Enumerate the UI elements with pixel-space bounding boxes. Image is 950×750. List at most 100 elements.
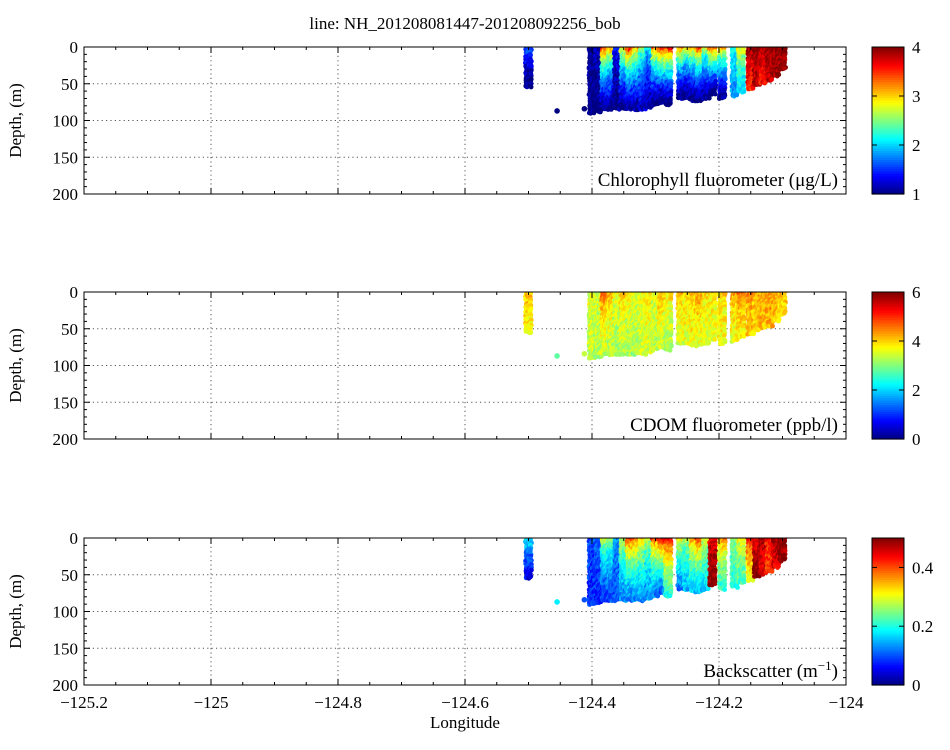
colorbar-segment <box>872 83 904 87</box>
colorbar-segment <box>872 86 904 89</box>
colorbar-tick-label: 1 <box>912 185 921 204</box>
panels: 0 50 100 150 200 Depth, (m) Chlorophyll fluoro… <box>6 38 934 732</box>
colorbar-segment <box>872 109 904 112</box>
data-point <box>528 84 534 90</box>
colorbar-segment <box>872 106 904 110</box>
colorbar-segment <box>872 97 904 101</box>
data-point <box>668 343 674 349</box>
data-point <box>741 89 747 94</box>
colorbar-tick-label: 3 <box>912 87 921 106</box>
colorbar-segment <box>872 53 904 57</box>
colorbar-segment <box>872 67 904 71</box>
colorbar-segment <box>872 143 904 147</box>
colorbar-segment <box>872 148 904 151</box>
colorbar-segment <box>872 74 904 78</box>
colorbar-segment <box>872 65 904 69</box>
data-point <box>667 347 673 353</box>
colorbar-segment <box>872 115 904 119</box>
y-tick-label: 150 <box>53 148 79 167</box>
colorbar-segment <box>872 47 904 50</box>
colorbar-segment <box>872 157 904 161</box>
data-point <box>769 77 774 82</box>
colorbar-segment <box>872 63 904 66</box>
data-point <box>528 330 534 335</box>
data-points <box>523 47 788 116</box>
colorbar-segment <box>872 72 904 76</box>
data-point <box>581 350 588 357</box>
y-axis-label: Depth, (m) <box>6 83 25 158</box>
colorbar-frame <box>871 46 905 195</box>
colorbar-segment <box>872 129 904 133</box>
colorbar-segment <box>872 90 904 94</box>
data-point <box>722 81 728 87</box>
colorbar-segment <box>872 171 904 174</box>
colorbar-segment <box>872 152 904 156</box>
data-point <box>581 105 588 112</box>
colorbar-segment <box>872 49 904 53</box>
colorbar-segment <box>872 166 904 170</box>
y-tick-label: 50 <box>61 75 78 94</box>
panel-label: Chlorophyll fluorometer (μg/L) <box>598 170 838 191</box>
colorbar-segment <box>872 76 904 80</box>
colorbar-segment <box>872 164 904 168</box>
colorbar-segment <box>872 113 904 117</box>
colorbar-segment <box>872 120 904 124</box>
data-point <box>528 81 534 86</box>
colorbar-segment <box>872 177 904 181</box>
data-point <box>776 72 782 78</box>
colorbar-segment <box>872 141 904 145</box>
colorbar-segment <box>872 88 904 92</box>
colorbar-segment <box>872 173 904 177</box>
data-point <box>734 92 740 98</box>
colorbar-segment <box>872 127 904 131</box>
data-point <box>713 78 718 84</box>
colorbar-segment <box>872 58 904 62</box>
colorbar-segment <box>872 136 904 140</box>
data-point <box>721 94 727 100</box>
colorbar-segment <box>872 131 904 135</box>
figure-title: line: NH_201208081447-201208092256_bob <box>309 14 620 33</box>
data-point <box>667 101 673 106</box>
colorbar-segment <box>872 122 904 126</box>
colorbar-segment <box>872 99 904 103</box>
colorbar-segment <box>872 159 904 163</box>
colorbar-segment <box>872 182 904 186</box>
data-point <box>554 108 560 114</box>
data-point <box>741 74 747 80</box>
colorbar-segment <box>872 118 904 122</box>
colorbar-segment <box>872 81 904 85</box>
colorbar-segment <box>872 79 904 83</box>
colorbar-segment <box>872 60 904 64</box>
colorbar-segment <box>872 69 904 73</box>
y-tick-label: 100 <box>53 112 79 131</box>
colorbar-segment <box>872 104 904 108</box>
data-point <box>741 83 746 89</box>
data-points <box>523 292 788 361</box>
colorbar-segment <box>872 189 904 193</box>
colorbar-segment <box>872 168 904 172</box>
colorbar-segment <box>872 56 904 60</box>
y-tick-label: 0 <box>70 38 79 57</box>
colorbar-segment <box>872 154 904 158</box>
colorbar-segment <box>872 92 904 96</box>
colorbar-segment <box>872 145 904 149</box>
colorbar-segment <box>872 180 904 184</box>
colorbar-segment <box>872 51 904 55</box>
colorbar-segment <box>872 125 904 128</box>
data-point <box>750 85 756 91</box>
colorbar-segment <box>872 134 904 138</box>
data-point <box>554 353 560 359</box>
y-tick-label: 200 <box>53 185 79 204</box>
colorbar-segment <box>872 95 904 99</box>
data-point <box>712 91 718 97</box>
colorbar-tick-label: 4 <box>912 38 921 57</box>
colorbar-segment <box>872 138 904 142</box>
colorbar-segment <box>872 102 904 106</box>
colorbar-segment <box>872 111 904 115</box>
data-point <box>668 61 674 67</box>
chart-panel-1: 0 50 100 150 200 Depth, (m) Chlorophyll fluoro… <box>6 38 921 204</box>
data-point <box>528 59 534 64</box>
